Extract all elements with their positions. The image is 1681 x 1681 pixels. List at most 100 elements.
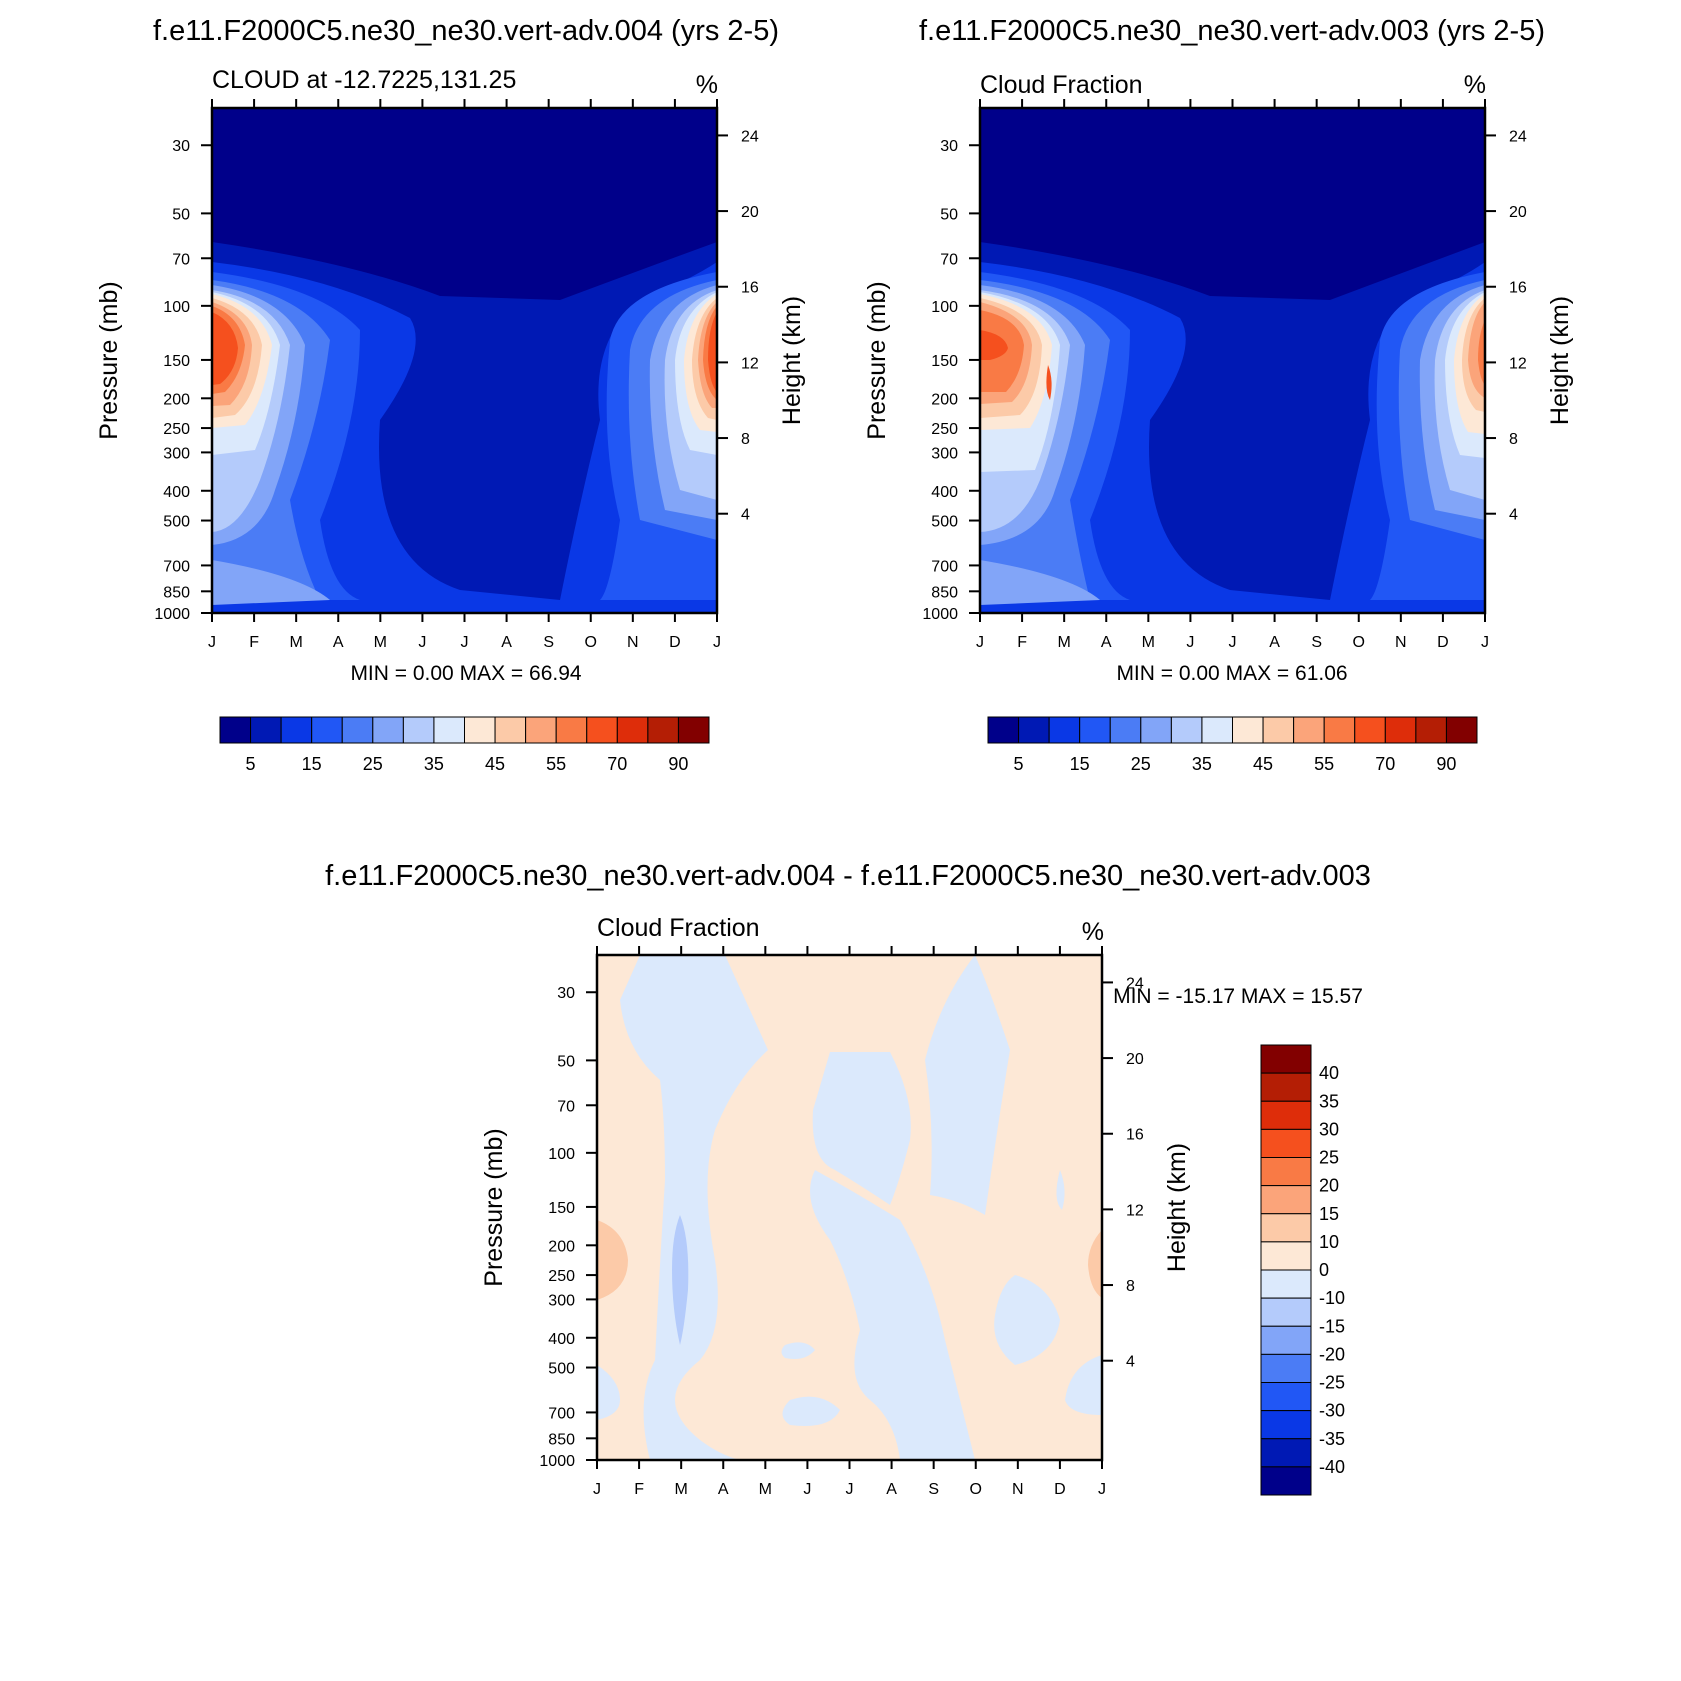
y2-tick-label: 8 (1126, 1278, 1135, 1295)
colorbar-box (1260, 1382, 1312, 1412)
panel-model-003: f.e11.F2000C5.ne30_ne30.vert-adv.003 (yr… (863, 15, 1574, 774)
x-tick-label: N (627, 634, 639, 651)
colorbar-label: 15 (1319, 1204, 1339, 1224)
colorbar-box (372, 716, 404, 744)
y-tick-label: 700 (548, 1405, 575, 1422)
panel-title: f.e11.F2000C5.ne30_ne30.vert-adv.004 (yr… (153, 15, 779, 47)
axes-frame: J F M A M J J A S O N D J 30 50 70 100 150 200 250 300 400 500… (480, 946, 1191, 1498)
colorbar-box (555, 716, 588, 744)
x-tick-label: M (759, 1481, 772, 1498)
panel-subtitle-units: % (1464, 71, 1486, 99)
colorbar-box (1384, 716, 1417, 744)
colorbar-box (647, 716, 679, 744)
colorbar-label: 90 (1436, 754, 1456, 774)
y-tick-label: 150 (548, 1200, 575, 1217)
colorbar-label: 35 (1319, 1091, 1339, 1111)
colorbar-box (1293, 716, 1325, 744)
colorbar-box (1260, 1241, 1312, 1271)
y2-axis-label: Height (km) (1163, 1143, 1191, 1272)
panel-model-004: f.e11.F2000C5.ne30_ne30.vert-adv.004 (yr… (95, 15, 806, 774)
x-tick-label: O (585, 634, 597, 651)
min-max-stats: MIN = 0.00 MAX = 66.94 (350, 662, 581, 685)
y-tick-label: 300 (163, 445, 190, 462)
colorbar-box (402, 716, 435, 744)
colorbar-box (1323, 716, 1356, 744)
contour-fill (597, 1220, 628, 1300)
y-tick-label: 30 (172, 138, 190, 155)
y-tick-label: 500 (163, 514, 190, 531)
contour-fill (925, 955, 1010, 1215)
y-tick-label: 150 (931, 353, 958, 370)
colorbar-box (586, 716, 618, 744)
y2-tick-label: 12 (1509, 355, 1527, 372)
colorbar-box (525, 716, 557, 744)
y-tick-label: 250 (931, 421, 958, 438)
panel-subtitle-units: % (1082, 918, 1104, 946)
colorbar-box (1260, 1100, 1312, 1130)
y-tick-label: 100 (548, 1146, 575, 1163)
contour-fill (1088, 1230, 1102, 1298)
contour-fill (994, 1275, 1060, 1365)
colorbar-box (219, 716, 252, 744)
y-tick-label: 30 (940, 138, 958, 155)
y-tick-label: 100 (163, 299, 190, 316)
colorbar-box (1079, 716, 1111, 744)
contour-field (212, 108, 717, 613)
y-tick-label: 1000 (539, 1453, 575, 1470)
colorbar-box (1354, 716, 1386, 744)
y-tick-label: 850 (548, 1431, 575, 1448)
x-tick-label: J (1186, 634, 1194, 651)
x-tick-label: M (374, 634, 387, 651)
y-axis-label: Pressure (mb) (480, 1128, 508, 1286)
y-tick-label: 250 (163, 421, 190, 438)
colorbar-box (433, 716, 465, 744)
x-tick-label: J (418, 634, 426, 651)
y-tick-label: 300 (548, 1292, 575, 1309)
colorbar-box (1262, 716, 1295, 744)
colorbar-box (1260, 1072, 1312, 1102)
x-tick-label: J (1481, 634, 1489, 651)
x-tick-label: A (886, 1481, 897, 1498)
y-tick-label: 400 (931, 484, 958, 501)
colorbar-box (1018, 716, 1050, 744)
y2-axis-label: Height (km) (1546, 296, 1574, 425)
y-tick-label: 850 (931, 584, 958, 601)
colorbar-box (250, 716, 282, 744)
contour-field (597, 955, 1102, 1460)
colorbar-box (1260, 1353, 1312, 1383)
y2-tick-label: 20 (1509, 204, 1527, 221)
colorbar-box (341, 716, 374, 744)
colorbar-label: 15 (302, 754, 322, 774)
colorbar-box (1260, 1438, 1312, 1468)
x-tick-label: F (1017, 634, 1027, 651)
colorbar-box (987, 716, 1020, 744)
y2-tick-label: 20 (1126, 1051, 1144, 1068)
colorbar-box (616, 716, 649, 744)
x-tick-label: M (1142, 634, 1155, 651)
y-tick-label: 200 (548, 1238, 575, 1255)
colorbar-box (464, 716, 496, 744)
contour-fill (781, 1342, 815, 1359)
y2-tick-label: 16 (1126, 1127, 1144, 1144)
panel-title: f.e11.F2000C5.ne30_ne30.vert-adv.004 - f… (325, 860, 1371, 892)
x-tick-label: J (976, 634, 984, 651)
colorbar-box (1260, 1466, 1312, 1496)
colorbar-box (1201, 716, 1233, 744)
x-tick-label: O (1353, 634, 1365, 651)
colorbar-label: -10 (1319, 1288, 1345, 1308)
x-tick-label: N (1395, 634, 1407, 651)
panel-subtitle-left: Cloud Fraction (597, 914, 760, 942)
y-tick-label: 1000 (154, 606, 190, 623)
y2-tick-label: 4 (741, 507, 750, 524)
colorbar-label: -20 (1319, 1344, 1345, 1364)
contour-fill (672, 1215, 689, 1345)
y-tick-label: 50 (172, 206, 190, 223)
y-tick-label: 700 (163, 558, 190, 575)
y2-tick-label: 24 (1126, 975, 1144, 992)
y2-tick-label: 12 (1126, 1202, 1144, 1219)
x-tick-label: J (1229, 634, 1237, 651)
x-tick-label: J (461, 634, 469, 651)
contour-fill (597, 1365, 620, 1420)
x-tick-label: F (634, 1481, 644, 1498)
y2-tick-label: 16 (741, 280, 759, 297)
